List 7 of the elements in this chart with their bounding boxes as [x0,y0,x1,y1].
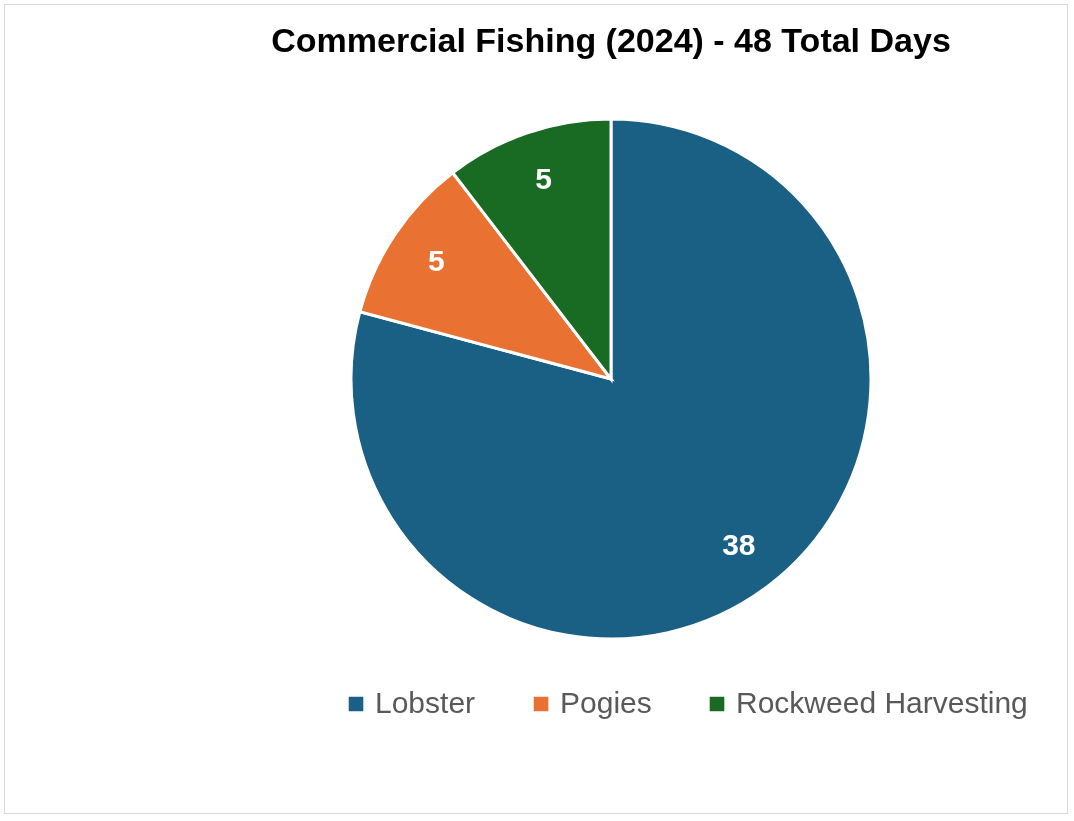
chart-title: Commercial Fishing (2024) - 48 Total Days [271,21,951,59]
legend-label: Rockweed Harvesting [736,686,1028,719]
data-label: 5 [428,244,445,278]
data-label: 5 [535,162,552,196]
legend-label: Lobster [375,686,476,719]
data-label: 38 [722,527,756,561]
legend-label: Pogies [560,686,652,719]
